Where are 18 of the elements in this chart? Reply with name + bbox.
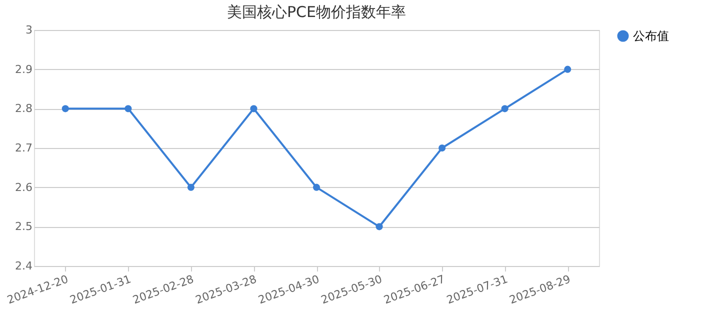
point xyxy=(124,105,132,112)
point xyxy=(438,144,446,152)
point xyxy=(187,184,194,191)
y-tick-label: 2.9 xyxy=(15,62,32,76)
y-tick-label: 2.4 xyxy=(15,260,32,272)
y-tick-label: 2.8 xyxy=(15,102,32,116)
legend-label: 公布值 xyxy=(633,29,669,43)
point xyxy=(564,66,572,73)
y-tick-label: 2.5 xyxy=(15,220,32,234)
point xyxy=(62,105,69,112)
point xyxy=(312,184,320,191)
y-tick-label: 3 xyxy=(26,24,32,36)
point xyxy=(376,223,383,230)
point xyxy=(250,105,258,112)
y-tick-label: 2.7 xyxy=(15,142,32,154)
y-tick-label: 2.6 xyxy=(15,180,32,194)
chart-title: 美国核心PCE物价指数年率 xyxy=(227,3,406,21)
point xyxy=(501,105,508,112)
